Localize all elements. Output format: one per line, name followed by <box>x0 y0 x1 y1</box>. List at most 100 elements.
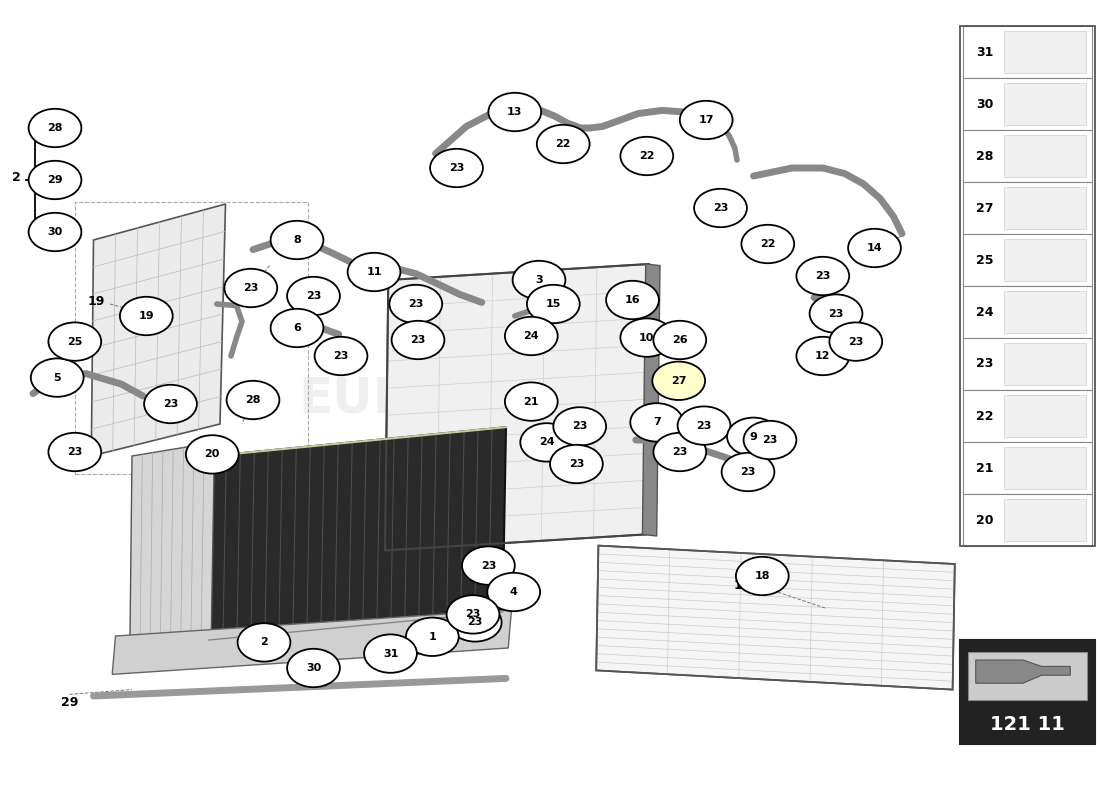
Text: 19: 19 <box>139 311 154 321</box>
Text: 23: 23 <box>569 459 584 469</box>
Text: 23: 23 <box>713 203 728 213</box>
Text: 27: 27 <box>671 376 686 386</box>
Circle shape <box>29 213 81 251</box>
Circle shape <box>653 433 706 471</box>
Circle shape <box>48 433 101 471</box>
Polygon shape <box>596 546 955 690</box>
Text: 12: 12 <box>815 351 830 361</box>
Text: 23: 23 <box>468 618 483 627</box>
Text: 23: 23 <box>696 421 712 430</box>
Text: 23: 23 <box>449 163 464 173</box>
Circle shape <box>449 603 502 642</box>
Text: 22: 22 <box>556 139 571 149</box>
FancyBboxPatch shape <box>962 78 1092 130</box>
Circle shape <box>694 189 747 227</box>
FancyBboxPatch shape <box>1004 186 1086 229</box>
Circle shape <box>31 358 84 397</box>
Text: 2: 2 <box>12 171 21 184</box>
Circle shape <box>810 294 862 333</box>
Circle shape <box>389 285 442 323</box>
Text: 4: 4 <box>509 587 518 597</box>
Circle shape <box>537 125 590 163</box>
FancyBboxPatch shape <box>1004 134 1086 177</box>
Text: 24: 24 <box>524 331 539 341</box>
FancyBboxPatch shape <box>962 130 1092 182</box>
Circle shape <box>505 382 558 421</box>
Text: 21: 21 <box>976 462 993 474</box>
Text: 30: 30 <box>976 98 993 110</box>
Text: 31: 31 <box>383 649 398 658</box>
Circle shape <box>727 418 780 456</box>
FancyBboxPatch shape <box>968 652 1087 700</box>
Circle shape <box>29 109 81 147</box>
Text: 23: 23 <box>976 358 993 370</box>
Text: 23: 23 <box>815 271 830 281</box>
Text: 20: 20 <box>976 514 993 526</box>
Text: 23: 23 <box>243 283 258 293</box>
Circle shape <box>287 649 340 687</box>
Circle shape <box>796 337 849 375</box>
Text: 22: 22 <box>976 410 993 422</box>
FancyBboxPatch shape <box>1004 290 1086 333</box>
Circle shape <box>392 321 444 359</box>
Text: 23: 23 <box>465 610 481 619</box>
FancyBboxPatch shape <box>1004 342 1086 385</box>
Text: 29: 29 <box>47 175 63 185</box>
Text: 14: 14 <box>867 243 882 253</box>
Text: a passion for parts since 1985: a passion for parts since 1985 <box>314 441 522 455</box>
Text: 24: 24 <box>976 306 993 318</box>
Circle shape <box>653 321 706 359</box>
Circle shape <box>462 546 515 585</box>
Text: 28: 28 <box>976 150 993 162</box>
FancyBboxPatch shape <box>962 234 1092 286</box>
Text: 18: 18 <box>755 571 770 581</box>
Circle shape <box>553 407 606 446</box>
Circle shape <box>287 277 340 315</box>
Text: 22: 22 <box>760 239 775 249</box>
Circle shape <box>736 557 789 595</box>
Text: 28: 28 <box>47 123 63 133</box>
Circle shape <box>364 634 417 673</box>
Text: 19: 19 <box>87 295 104 308</box>
Circle shape <box>513 261 565 299</box>
Text: 1: 1 <box>428 632 437 642</box>
Text: 23: 23 <box>848 337 864 346</box>
Circle shape <box>144 385 197 423</box>
Text: 9: 9 <box>749 432 758 442</box>
Circle shape <box>744 421 796 459</box>
Circle shape <box>652 362 705 400</box>
Text: 3: 3 <box>536 275 542 285</box>
Text: 23: 23 <box>306 291 321 301</box>
Text: 31: 31 <box>976 46 993 58</box>
Circle shape <box>620 137 673 175</box>
FancyBboxPatch shape <box>962 494 1092 546</box>
Circle shape <box>315 337 367 375</box>
Circle shape <box>741 225 794 263</box>
FancyBboxPatch shape <box>962 26 1092 78</box>
Polygon shape <box>91 204 226 456</box>
Polygon shape <box>976 660 1070 683</box>
Text: 13: 13 <box>507 107 522 117</box>
Text: 121 11: 121 11 <box>990 714 1065 734</box>
Text: 23: 23 <box>67 447 82 457</box>
Circle shape <box>527 285 580 323</box>
FancyBboxPatch shape <box>962 338 1092 390</box>
Circle shape <box>520 423 573 462</box>
Text: 23: 23 <box>481 561 496 570</box>
Circle shape <box>620 318 673 357</box>
Circle shape <box>186 435 239 474</box>
Circle shape <box>120 297 173 335</box>
Circle shape <box>680 101 733 139</box>
Circle shape <box>224 269 277 307</box>
Text: 20: 20 <box>205 450 220 459</box>
Circle shape <box>606 281 659 319</box>
FancyBboxPatch shape <box>1004 238 1086 281</box>
Circle shape <box>447 595 499 634</box>
Text: 23: 23 <box>828 309 844 318</box>
Polygon shape <box>130 442 214 653</box>
Text: 26: 26 <box>672 335 688 345</box>
Circle shape <box>848 229 901 267</box>
FancyBboxPatch shape <box>962 442 1092 494</box>
FancyBboxPatch shape <box>1004 82 1086 125</box>
FancyBboxPatch shape <box>1004 499 1086 541</box>
